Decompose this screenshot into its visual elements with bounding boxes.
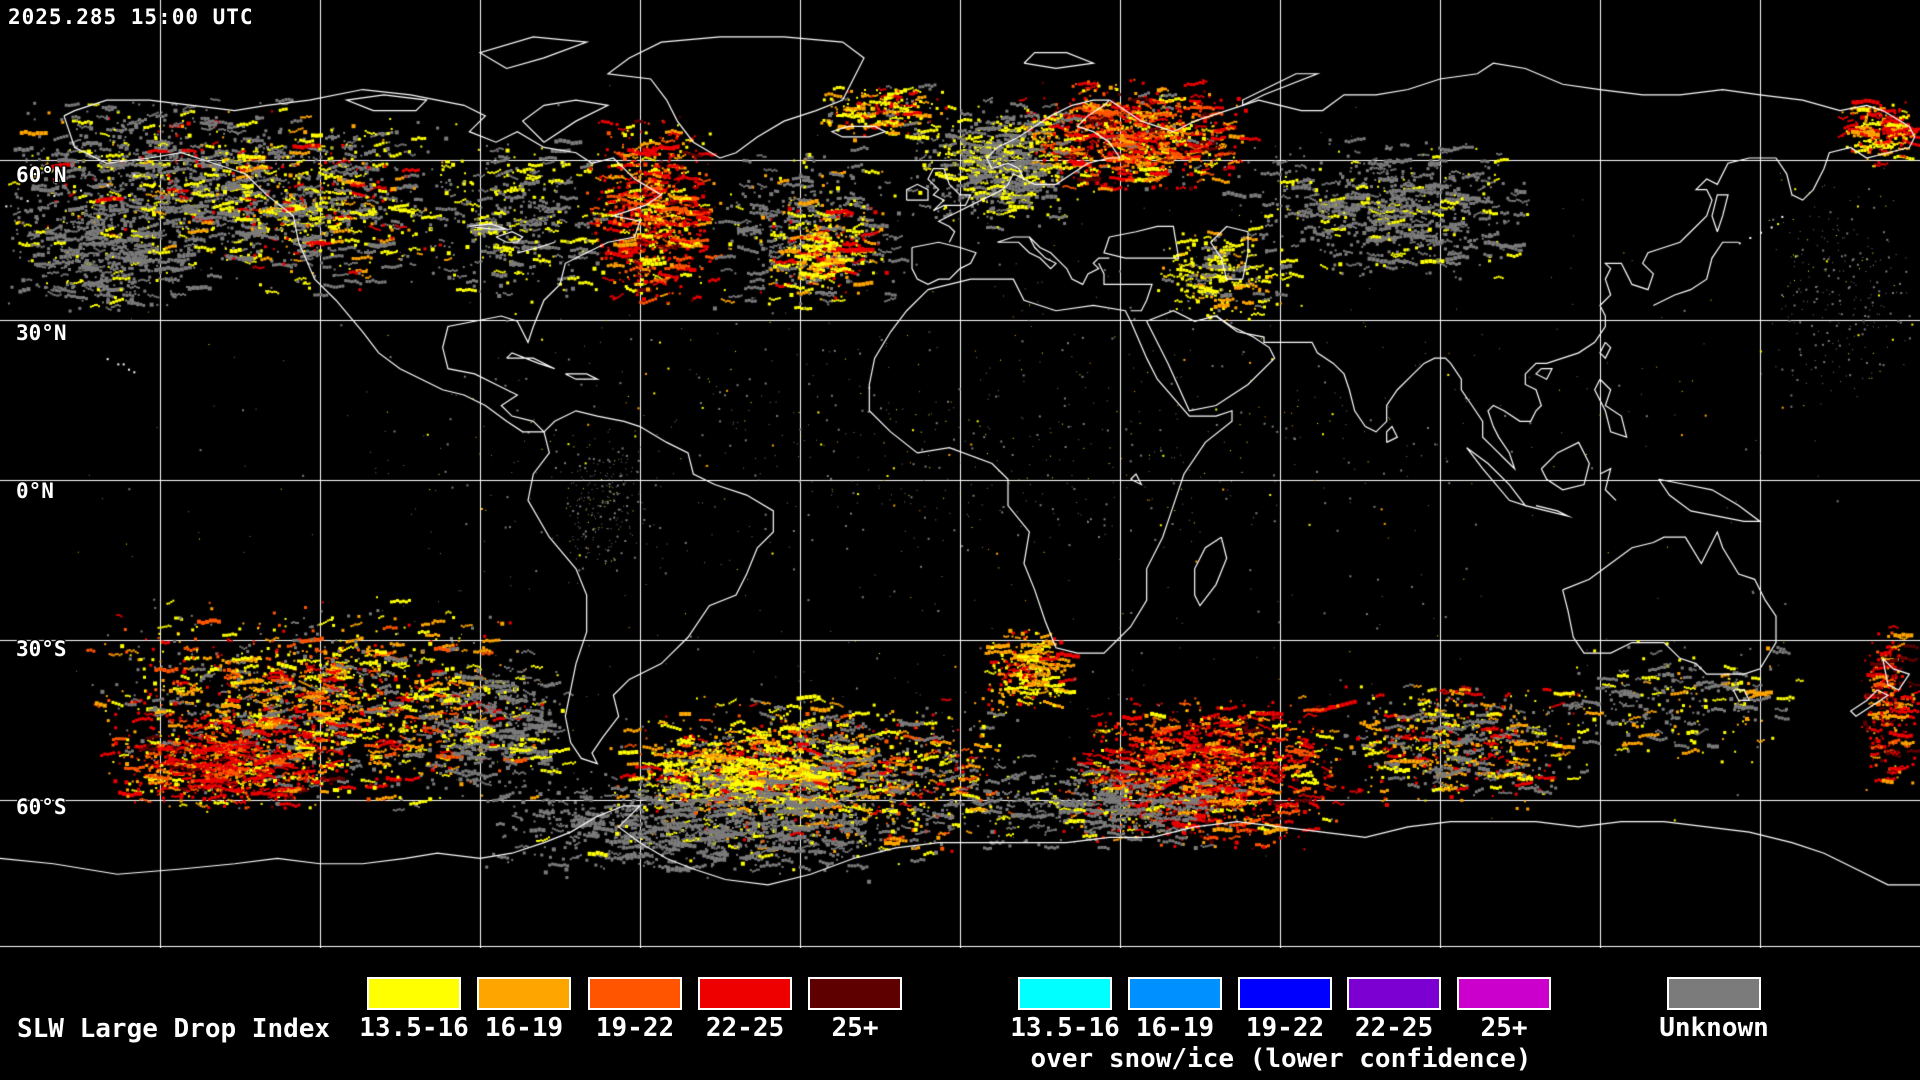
legend-title: SLW Large Drop Index (17, 1014, 331, 1044)
slw-swatch-4 (808, 977, 902, 1010)
world-map-canvas (0, 0, 1920, 948)
snow-ice-range-label-1: 16-19 (1135, 1013, 1215, 1043)
slw-swatch-1 (477, 977, 571, 1010)
slw-range-label-3: 22-25 (705, 1013, 785, 1043)
slw-swatch-3 (698, 977, 792, 1010)
latitude-label-60s: 60°S (16, 795, 67, 819)
unknown-swatch (1667, 977, 1761, 1010)
latitude-label-60n: 60°N (16, 163, 67, 187)
slw-range-label-0: 13.5-16 (359, 1013, 469, 1043)
slw-range-label-4: 25+ (831, 1013, 879, 1043)
snow-ice-range-label-3: 22-25 (1354, 1013, 1434, 1043)
slw-swatch-2 (588, 977, 682, 1010)
slw-swatch-0 (367, 977, 461, 1010)
latitude-label-0n: 0°N (16, 479, 54, 503)
snow-ice-caption: over snow/ice (lower confidence) (1030, 1044, 1532, 1074)
snow-ice-range-label-4: 25+ (1480, 1013, 1528, 1043)
unknown-label: Unknown (1659, 1013, 1769, 1043)
snow-ice-swatch-1 (1128, 977, 1222, 1010)
timestamp: 2025.285 15:00 UTC (8, 5, 254, 29)
snow-ice-range-label-0: 13.5-16 (1010, 1013, 1120, 1043)
snow-ice-swatch-4 (1457, 977, 1551, 1010)
snow-ice-swatch-0 (1018, 977, 1112, 1010)
snow-ice-swatch-2 (1238, 977, 1332, 1010)
snow-ice-range-label-2: 19-22 (1245, 1013, 1325, 1043)
latitude-label-30s: 30°S (16, 637, 67, 661)
slw-range-label-1: 16-19 (484, 1013, 564, 1043)
latitude-label-30n: 30°N (16, 321, 67, 345)
slw-range-label-2: 19-22 (595, 1013, 675, 1043)
snow-ice-swatch-3 (1347, 977, 1441, 1010)
